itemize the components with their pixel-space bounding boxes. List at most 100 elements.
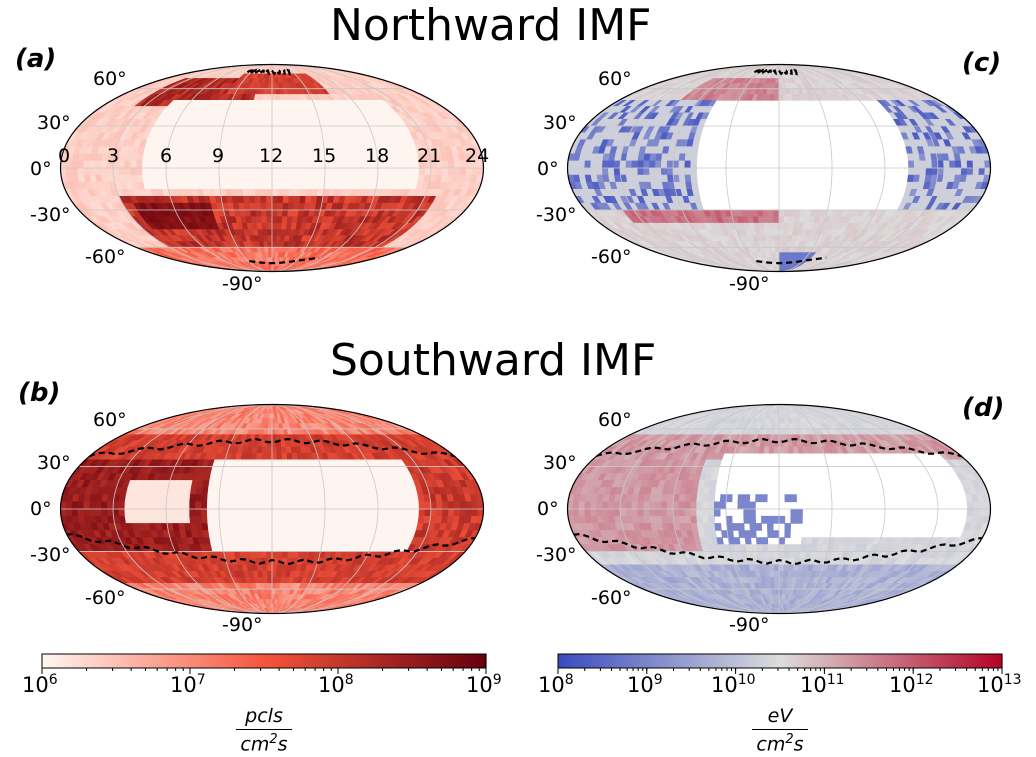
heatmap-cell (601, 167, 609, 176)
heatmap-cell (267, 83, 273, 90)
heatmap-cell (590, 160, 598, 169)
heatmap-cell (295, 167, 302, 176)
heatmap-cell (282, 139, 290, 147)
heatmap-cell (248, 153, 255, 162)
heatmap-cell (775, 257, 780, 263)
heatmap-cell (430, 167, 438, 176)
heatmap-cell (287, 125, 295, 134)
heatmap-cell (256, 106, 263, 114)
heatmap-cell (260, 118, 268, 127)
heatmap-cell (259, 181, 267, 190)
heatmap-cell (607, 167, 615, 176)
heatmap-cell (195, 181, 204, 190)
heatmap-cell (353, 153, 361, 162)
heatmap-cell (260, 202, 267, 211)
heatmap-cell (643, 167, 651, 176)
heatmap-cell (124, 160, 132, 169)
heatmap-cell (978, 160, 986, 169)
heatmap-cell (254, 174, 261, 183)
heatmap-cell (783, 209, 791, 217)
heatmap-cell (678, 160, 686, 169)
heatmap-cell (442, 160, 450, 169)
heatmap-cell (77, 160, 85, 169)
heatmap-cell (684, 153, 692, 162)
heatmap-cell (242, 167, 249, 176)
heatmap-cell (783, 222, 790, 230)
heatmap-cell (293, 132, 301, 140)
boundary-north (246, 68, 293, 76)
heatmap-cell (248, 139, 256, 147)
heatmap-cell (919, 160, 927, 169)
heatmap-cell (774, 88, 780, 95)
heatmap-cell (255, 125, 262, 134)
heatmap-cell (267, 88, 273, 95)
heatmap-cell (288, 139, 296, 147)
heatmap-cell (774, 94, 780, 101)
heatmap-cell (112, 501, 120, 510)
heatmap-cell (336, 167, 344, 176)
heatmap-cell (266, 202, 273, 211)
heatmap-cell (189, 167, 196, 176)
heatmap-cell (265, 196, 273, 204)
heatmap-cell (972, 167, 980, 176)
graticule-meridian (271, 64, 379, 272)
heatmap-cell (283, 174, 290, 183)
heatmap-cell (613, 167, 621, 176)
heatmap-cell (271, 229, 278, 236)
boundary-north (753, 68, 800, 76)
heatmap-cell (960, 167, 968, 176)
heatmap-cell (288, 132, 296, 140)
heatmap-cell (219, 181, 227, 190)
heatmap-cell (666, 167, 674, 176)
heatmap-cell (177, 153, 185, 162)
heatmap-cell (672, 160, 680, 169)
heatmap-panel-a (59, 63, 485, 273)
heatmap-cell (966, 160, 974, 169)
heatmap-cell (960, 160, 968, 169)
heatmap-cell (243, 196, 251, 204)
graticule-meridian (672, 64, 780, 272)
graticule-meridian (271, 64, 326, 272)
heatmap-cell (189, 160, 196, 169)
heatmap-cell (212, 167, 220, 176)
heatmap-cell (773, 222, 780, 230)
heatmap-cell (465, 167, 473, 176)
heatmap-cell (265, 167, 273, 176)
heatmap-cell (265, 181, 273, 190)
heatmap-cell (189, 153, 197, 162)
heatmap-cell (584, 160, 592, 169)
graticule-meridian (165, 64, 273, 272)
heatmap-cell (424, 167, 432, 176)
heatmap-cell (359, 174, 367, 183)
heatmap-cell (774, 83, 780, 90)
heatmap-cell (153, 167, 161, 176)
heatmap-cell (447, 167, 455, 176)
heatmap-cell (260, 189, 267, 197)
heatmap-cell (607, 160, 615, 169)
heatmap-cell (112, 508, 120, 517)
heatmap-cell (383, 167, 391, 176)
heatmap-cell (649, 167, 656, 176)
heatmap-cell (236, 146, 244, 155)
heatmap-cell (768, 216, 775, 224)
boundary-south (249, 256, 320, 265)
heatmap-cell (294, 174, 302, 183)
heatmap-cell (637, 167, 645, 176)
heatmap-cell (282, 118, 289, 127)
heatmap-cell (230, 181, 238, 190)
heatmap-cell (231, 139, 239, 147)
heatmap-cell (691, 146, 699, 155)
heatmap-cell (757, 216, 765, 224)
heatmap-cell (769, 235, 776, 242)
heatmap-cell (236, 174, 244, 183)
heatmap-cell (294, 139, 302, 147)
heatmap-cell (769, 229, 775, 236)
heatmap-cell (288, 196, 296, 204)
heatmap-cell (201, 181, 209, 190)
heatmap-cell (242, 146, 250, 155)
heatmap-cell (261, 112, 268, 120)
heatmap-cell (300, 181, 308, 190)
heatmap-cell (237, 132, 245, 140)
panel-label-c: (c) (962, 48, 1002, 78)
heatmap-cell (365, 167, 373, 176)
